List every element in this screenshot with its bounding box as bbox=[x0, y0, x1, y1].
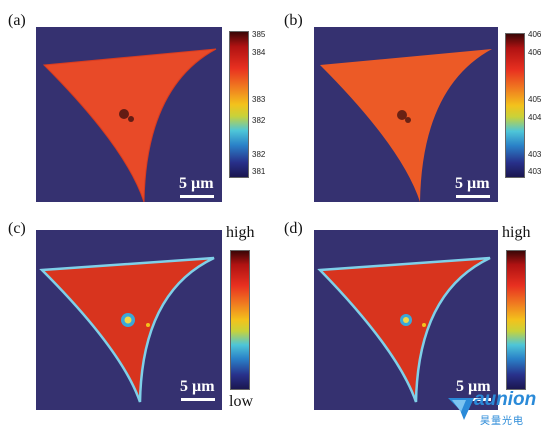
panel-d-label: (d) bbox=[284, 220, 303, 237]
panel-b-colorbar bbox=[505, 33, 525, 178]
panel-b-label: (b) bbox=[284, 12, 303, 29]
panel-a-tick-1: 385 bbox=[252, 30, 266, 39]
panel-a-colorbar bbox=[229, 31, 249, 178]
panel-c-colorbar-high: high bbox=[226, 224, 255, 241]
panel-c-label: (c) bbox=[8, 220, 26, 237]
panel-d-colorbar-high: high bbox=[502, 224, 531, 241]
panel-a-tick-5: 382 bbox=[252, 150, 266, 159]
panel-a-tick-4: 382 bbox=[252, 116, 266, 125]
panel-d-flake bbox=[317, 256, 491, 403]
panel-b-flake bbox=[320, 49, 492, 202]
panel-b-tick-4: 404 bbox=[528, 113, 542, 122]
panel-d-map: 5 µm bbox=[314, 230, 498, 410]
panel-a-tick-3: 383 bbox=[252, 95, 266, 104]
panel-a-scalebar bbox=[180, 195, 214, 198]
panel-b-tick-3: 405 bbox=[528, 95, 542, 104]
panel-a-label: (a) bbox=[8, 12, 26, 29]
panel-c-colorbar-low: low bbox=[229, 393, 253, 410]
watermark-logo: aunion 昊量光电 bbox=[446, 389, 550, 427]
panel-b-tick-6: 403 bbox=[528, 167, 542, 176]
panel-a-tick-2: 384 bbox=[252, 48, 266, 57]
panel-b-tick-5: 403 bbox=[528, 150, 542, 159]
panel-a-map: 5 µm bbox=[36, 27, 222, 202]
panel-d-scalebar-label: 5 µm bbox=[456, 378, 491, 395]
panel-d-colorbar bbox=[506, 250, 526, 390]
panel-b-scalebar bbox=[456, 195, 490, 198]
panel-b-tick-1: 406 bbox=[528, 30, 542, 39]
panel-b-map: 5 µm bbox=[314, 27, 498, 202]
panel-c-scalebar-label: 5 µm bbox=[180, 378, 215, 395]
watermark-icon bbox=[448, 398, 474, 420]
panel-b-scalebar-label: 5 µm bbox=[455, 175, 490, 192]
panel-c-flake bbox=[39, 256, 215, 403]
panel-d-scalebar bbox=[457, 398, 491, 401]
panel-a-scalebar-label: 5 µm bbox=[179, 175, 214, 192]
panel-a-tick-6: 381 bbox=[252, 167, 266, 176]
panel-b-tick-2: 406 bbox=[528, 48, 542, 57]
watermark-text: aunion bbox=[474, 389, 537, 410]
panel-c-map: 5 µm bbox=[36, 230, 222, 410]
watermark-subtext: 昊量光电 bbox=[480, 416, 524, 427]
panel-c-scalebar bbox=[181, 398, 215, 401]
panel-c-colorbar bbox=[230, 250, 250, 390]
panel-a-flake bbox=[42, 48, 217, 202]
